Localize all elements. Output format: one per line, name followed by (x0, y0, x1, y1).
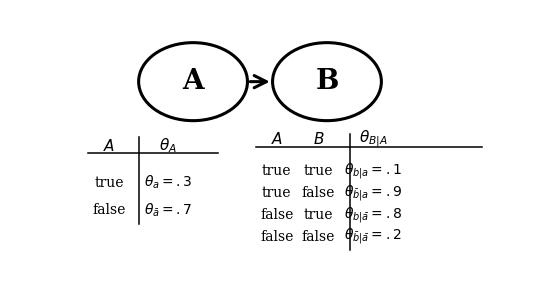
Text: $\theta_a = .3$: $\theta_a = .3$ (144, 174, 192, 191)
Text: false: false (302, 186, 335, 200)
Text: $\theta_{b|a} = .1$: $\theta_{b|a} = .1$ (344, 161, 402, 181)
Text: false: false (260, 229, 293, 243)
Text: $B$: $B$ (313, 131, 325, 147)
Text: true: true (262, 186, 292, 200)
Text: false: false (93, 203, 126, 217)
Text: true: true (304, 208, 333, 222)
Text: $\theta_{\bar{a}} = .7$: $\theta_{\bar{a}} = .7$ (144, 201, 192, 219)
Text: A: A (182, 68, 204, 95)
Text: true: true (94, 176, 124, 190)
Text: $A$: $A$ (271, 131, 283, 147)
Text: $\theta_{B|A}$: $\theta_{B|A}$ (359, 128, 387, 150)
Text: $\theta_{\bar{b}|\bar{a}} = .2$: $\theta_{\bar{b}|\bar{a}} = .2$ (344, 227, 402, 246)
Text: false: false (260, 208, 293, 222)
Text: true: true (304, 164, 333, 178)
Text: $\theta_A$: $\theta_A$ (159, 136, 177, 155)
Text: $A$: $A$ (103, 138, 116, 154)
Text: $\theta_{\bar{b}|a} = .9$: $\theta_{\bar{b}|a} = .9$ (344, 183, 402, 203)
Text: true: true (262, 164, 292, 178)
Text: B: B (315, 68, 339, 95)
Text: $\theta_{b|\bar{a}} = .8$: $\theta_{b|\bar{a}} = .8$ (344, 205, 402, 224)
Text: false: false (302, 229, 335, 243)
